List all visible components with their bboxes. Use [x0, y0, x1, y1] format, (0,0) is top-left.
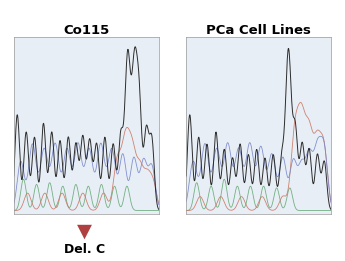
- Text: Del. C: Del. C: [64, 243, 105, 256]
- Text: ▼: ▼: [77, 222, 92, 240]
- Title: Co115: Co115: [63, 23, 109, 37]
- Title: PCa Cell Lines: PCa Cell Lines: [206, 23, 311, 37]
